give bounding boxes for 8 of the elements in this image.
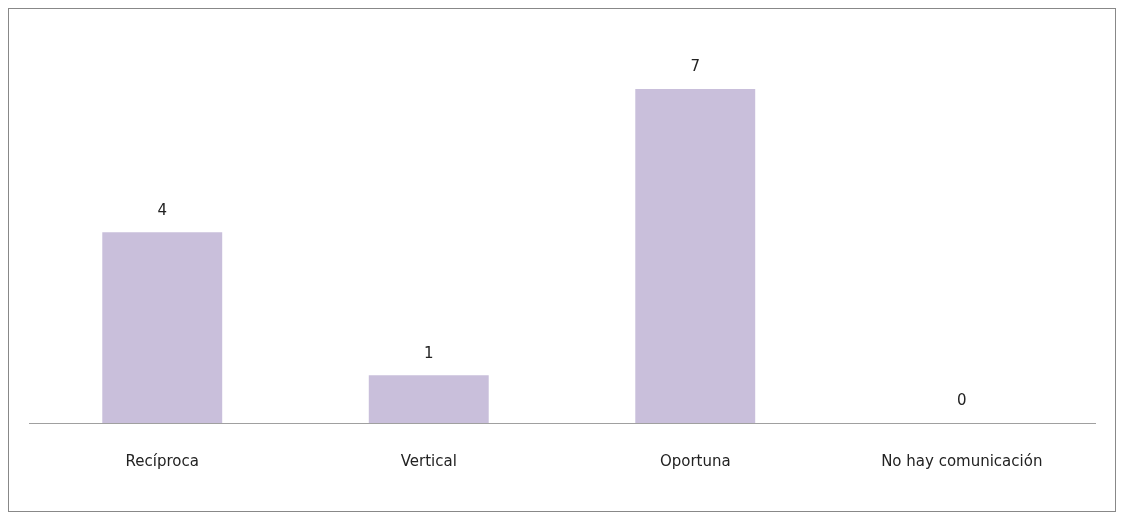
x-tick-label: No hay comunicación	[881, 451, 1043, 470]
data-label: 4	[157, 200, 168, 219]
x-tick-label: Oportuna	[659, 451, 731, 470]
x-tick-label: Vertical	[400, 451, 457, 470]
data-label: 7	[690, 57, 701, 76]
data-label: 0	[956, 391, 967, 410]
x-tick-label: Recíproca	[125, 451, 199, 470]
data-label: 1	[423, 343, 434, 362]
